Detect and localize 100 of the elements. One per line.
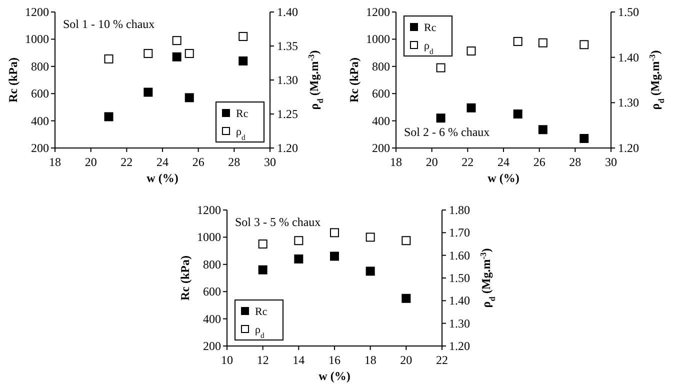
x-tick-label: 24	[156, 155, 168, 169]
y-tick-label: 600	[31, 86, 49, 101]
y-tick-label: 600	[203, 284, 221, 299]
y2-tick-label: 1.30	[449, 316, 470, 330]
x-tick-label: 18	[390, 155, 402, 169]
x-tick-label: 20	[426, 155, 438, 169]
y2-tick-label: 1.30	[277, 73, 298, 87]
y-tick-label: 1200	[25, 5, 49, 19]
y2-tick-label: 1.20	[277, 141, 298, 155]
point	[104, 54, 114, 64]
point	[294, 254, 304, 264]
y-tick-label: 600	[372, 86, 390, 101]
point	[172, 52, 182, 62]
y-tick-label: 1000	[197, 230, 221, 244]
x-tick-label: 22	[120, 155, 133, 169]
y-axis-title: Rc (kPa)	[347, 58, 361, 102]
point	[402, 236, 411, 246]
y2-tick-label: 1.60	[449, 248, 470, 262]
y2-tick-label: 1.40	[277, 5, 298, 19]
point	[538, 38, 548, 48]
x-tick-label: 10	[221, 353, 233, 367]
annotation: Sol 1 - 10 % chaux	[63, 17, 155, 31]
x-tick-label: 12	[256, 353, 269, 367]
point	[538, 125, 548, 134]
y2-tick-label: 1.40	[449, 294, 470, 308]
x-tick-label: 24	[498, 155, 510, 169]
annotation: Sol 3 - 5 % chaux	[235, 215, 321, 229]
point	[238, 32, 248, 41]
y2-tick-label: 1.80	[449, 203, 470, 217]
y2-tick-label: 1.50	[449, 271, 470, 285]
y-tick-label: 200	[31, 141, 49, 155]
x-tick-label: 16	[328, 353, 340, 367]
x-axis-title: w (%)	[488, 171, 520, 185]
x-tick-label: 30	[605, 155, 617, 169]
y-tick-label: 200	[372, 141, 390, 155]
y2-tick-label: 1.40	[618, 50, 639, 64]
point	[466, 103, 476, 112]
point	[238, 56, 248, 66]
point	[513, 36, 522, 46]
point	[144, 48, 153, 58]
y-tick-label: 800	[31, 59, 49, 74]
point	[104, 112, 114, 122]
point	[580, 134, 589, 143]
legend-label: Rc	[255, 306, 268, 318]
point	[402, 294, 411, 303]
point	[366, 232, 375, 242]
y-tick-label: 400	[203, 312, 221, 326]
x-tick-label: 22	[462, 155, 474, 169]
legend-label: Rc	[236, 108, 248, 120]
x-tick-label: 28	[228, 155, 240, 169]
point	[330, 228, 339, 238]
point	[366, 266, 375, 276]
y-axis-title: Rc (kPa)	[6, 58, 20, 102]
x-axis-title: w (%)	[146, 171, 178, 185]
point	[258, 240, 268, 248]
x-tick-label: 20	[84, 155, 97, 169]
point	[330, 252, 339, 261]
y2-tick-label: 1.35	[277, 39, 298, 53]
annotation: Sol 2 - 6 % chaux	[404, 125, 490, 139]
y-tick-label: 1000	[25, 32, 49, 46]
x-tick-label: 22	[436, 353, 448, 367]
y2-tick-label: 1.70	[449, 226, 470, 240]
legend-label: Rc	[424, 22, 436, 34]
x-tick-label: 26	[533, 155, 546, 169]
y-tick-label: 400	[31, 114, 49, 128]
y-tick-label: 1200	[197, 203, 221, 217]
point	[466, 46, 476, 56]
legend-label: ρ$_{d}$	[255, 324, 264, 340]
y-tick-label: 400	[372, 114, 390, 128]
point	[580, 40, 589, 50]
x-tick-label: 14	[292, 353, 305, 367]
y2-tick-label: 1.50	[618, 5, 639, 19]
legend-label: ρ$_{d}$	[424, 40, 434, 56]
y-axis-title: Rc (kPa)	[178, 256, 192, 300]
y-tick-label: 1000	[366, 32, 390, 46]
y-tick-label: 800	[203, 257, 221, 272]
y-tick-label: 200	[203, 339, 221, 353]
point	[144, 88, 153, 97]
point	[258, 265, 268, 274]
y2-tick-label: 1.30	[618, 96, 639, 110]
x-tick-label: 28	[569, 155, 582, 169]
legend-label: ρ$_{d}$	[236, 126, 246, 142]
point	[184, 93, 194, 102]
y-tick-label: 800	[372, 59, 390, 74]
x-tick-label: 30	[264, 155, 276, 169]
x-tick-label: 26	[192, 155, 204, 169]
point	[294, 236, 304, 246]
x-tick-label: 20	[400, 353, 412, 367]
point	[436, 114, 446, 123]
y-tick-label: 1200	[366, 5, 390, 19]
point	[172, 36, 182, 46]
x-axis-title: w (%)	[318, 369, 350, 383]
y2-tick-label: 1.20	[449, 339, 470, 353]
y2-tick-label: 1.25	[277, 107, 298, 121]
x-tick-label: 18	[49, 155, 61, 169]
point	[513, 110, 522, 118]
point	[436, 63, 446, 72]
y2-tick-label: 1.20	[618, 141, 639, 155]
point	[184, 48, 194, 58]
x-tick-label: 18	[364, 353, 376, 367]
